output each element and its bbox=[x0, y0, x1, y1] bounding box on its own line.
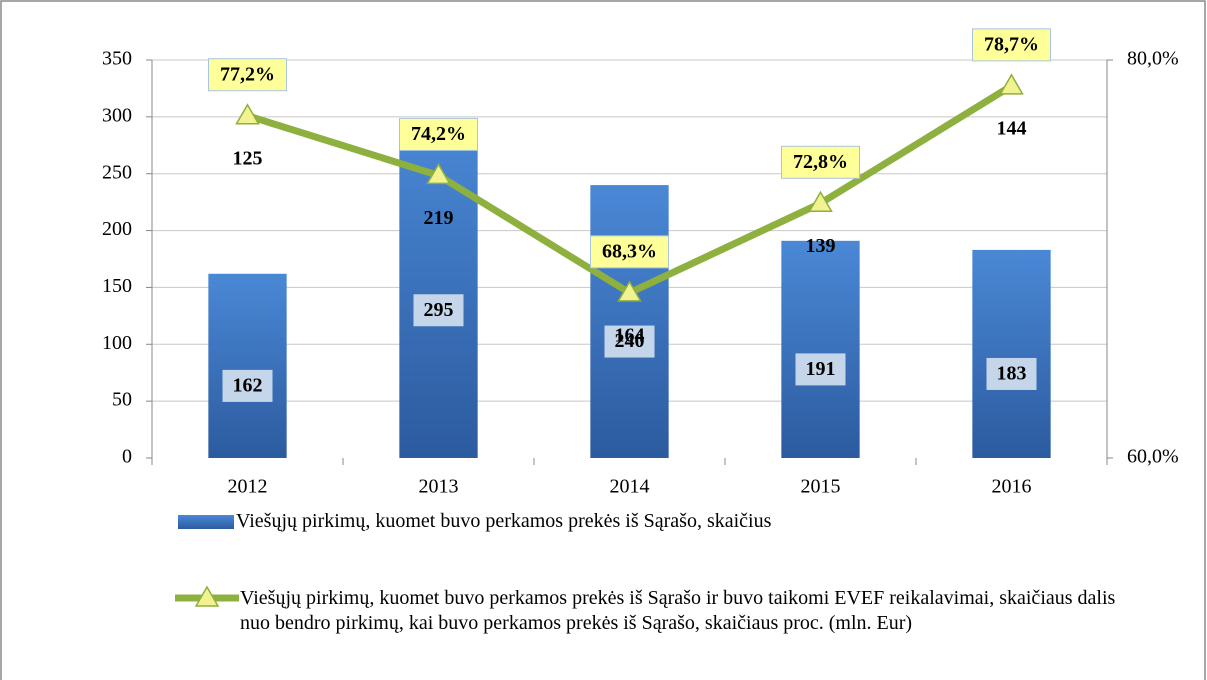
bar-label: 191 bbox=[806, 358, 836, 380]
count-label: 139 bbox=[806, 235, 836, 257]
y-tick-label: 300 bbox=[102, 104, 132, 126]
y2-tick-label: 60,0% bbox=[1127, 446, 1179, 468]
x-tick-label: 2014 bbox=[610, 476, 650, 498]
line-marker bbox=[426, 162, 451, 185]
line-label-box bbox=[399, 117, 478, 151]
bar-label: 295 bbox=[424, 299, 454, 321]
bar bbox=[208, 273, 287, 458]
bar bbox=[972, 249, 1051, 458]
y-tick-label: 150 bbox=[102, 275, 132, 297]
y-tick-label: 350 bbox=[102, 48, 132, 70]
y-tick-label: 0 bbox=[122, 446, 132, 468]
y2-tick-label: 80,0% bbox=[1127, 48, 1179, 70]
count-label: 125 bbox=[233, 147, 263, 169]
bar-label: 240 bbox=[615, 330, 645, 352]
line-marker bbox=[617, 280, 642, 302]
y-tick-label: 50 bbox=[112, 389, 132, 411]
count-label: 219 bbox=[424, 207, 454, 229]
x-tick-label: 2015 bbox=[801, 476, 841, 498]
legend-label: Viešųjų pirkimų, kuomet buvo perkamos pr… bbox=[236, 510, 772, 532]
line-label-box bbox=[781, 145, 860, 179]
legend-marker bbox=[194, 585, 220, 607]
line-marker bbox=[999, 73, 1024, 95]
bar-label-box bbox=[222, 369, 273, 402]
bar-label-box bbox=[604, 325, 655, 358]
line-marker bbox=[808, 190, 833, 213]
bar bbox=[590, 185, 669, 459]
line-label: 78,7% bbox=[984, 33, 1039, 55]
bar-label-box bbox=[413, 294, 464, 327]
bar-label: 183 bbox=[997, 363, 1027, 385]
x-tick-label: 2013 bbox=[419, 476, 459, 498]
line-marker bbox=[235, 103, 260, 125]
x-tick-label: 2012 bbox=[228, 476, 268, 498]
line-label: 74,2% bbox=[411, 123, 466, 145]
line-label-box bbox=[590, 235, 669, 269]
bar-label-box bbox=[986, 357, 1037, 390]
line-label: 72,8% bbox=[793, 151, 848, 173]
x-tick-label: 2016 bbox=[992, 476, 1032, 498]
y-tick-label: 250 bbox=[102, 161, 132, 183]
legend-swatch bbox=[178, 515, 234, 529]
y-tick-label: 100 bbox=[102, 332, 132, 354]
bar-label: 162 bbox=[233, 374, 263, 396]
line-label: 77,2% bbox=[220, 63, 275, 85]
legend-label: Viešųjų pirkimų, kuomet buvo perkamos pr… bbox=[240, 587, 1116, 634]
bar bbox=[781, 240, 860, 458]
count-label: 144 bbox=[997, 117, 1027, 139]
line-label-box bbox=[208, 58, 287, 92]
y-tick-label: 200 bbox=[102, 218, 132, 240]
bar-label-box bbox=[795, 353, 846, 386]
line-label-box bbox=[972, 28, 1051, 62]
count-label: 164 bbox=[615, 324, 645, 346]
line-label: 68,3% bbox=[602, 240, 657, 262]
